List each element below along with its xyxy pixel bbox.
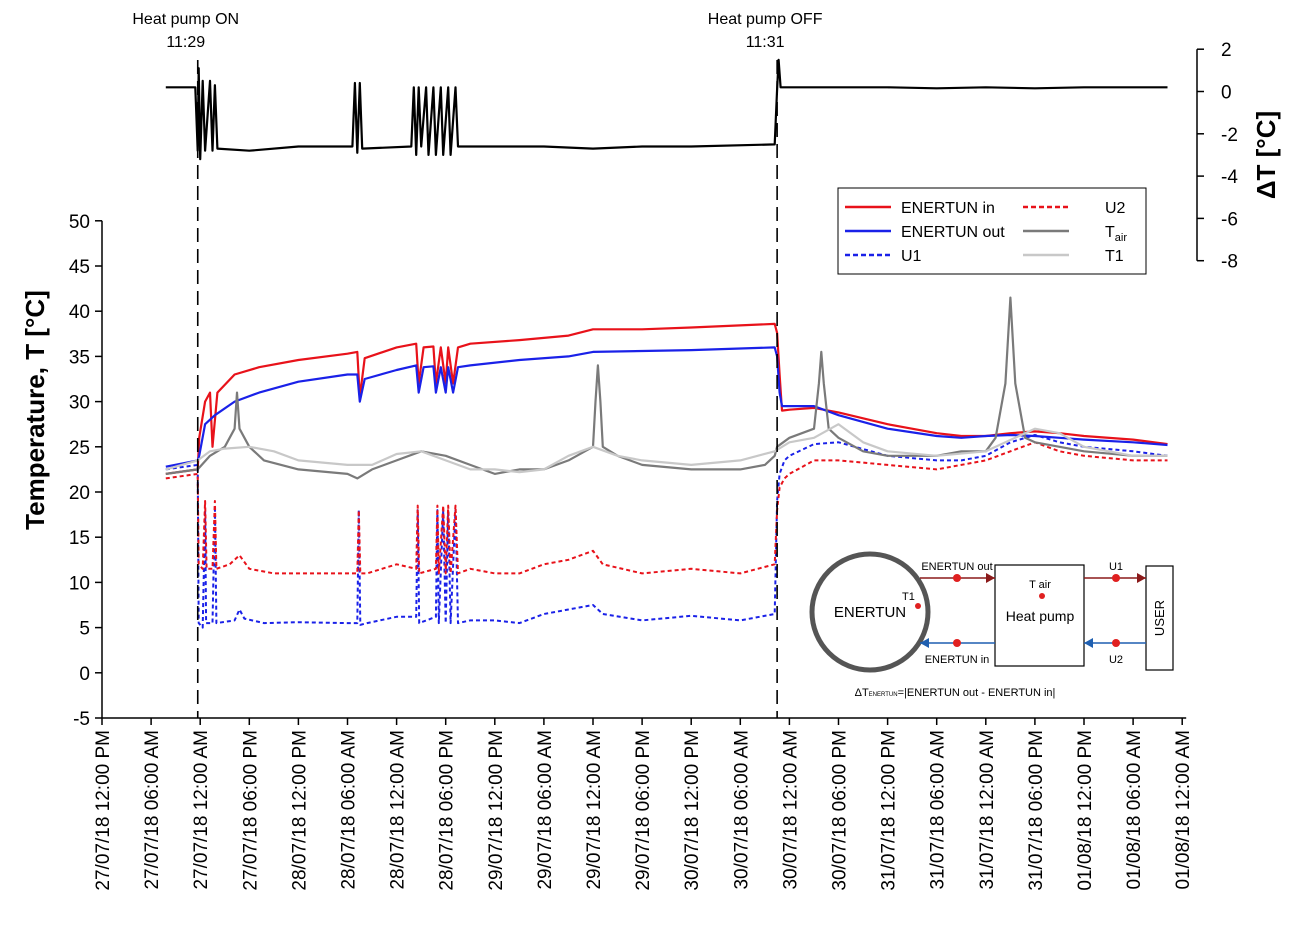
x-tick-label: 27/07/18 12:00 AM [191,730,212,890]
x-tick-label: 28/07/18 12:00 AM [388,730,409,890]
y2-tick-label: 0 [1221,83,1232,104]
x-tick-label: 31/07/18 06:00 PM [1026,730,1047,891]
x-tick-label: 29/07/18 06:00 PM [633,730,654,891]
y-tick-label: -5 [73,709,90,730]
y-tick-label: 10 [69,573,90,594]
y-tick-label: 15 [69,528,90,549]
x-tick-label: 01/08/18 12:00 AM [1173,730,1194,890]
x-tick-label: 30/07/18 06:00 PM [830,730,851,891]
legend-label: T1 [1105,248,1124,265]
heatpump-box [994,564,1085,667]
flow-arrow-u1-head [1137,573,1146,583]
legend-label: ENERTUN out [901,224,1005,241]
y-tick-label: 30 [69,393,90,414]
y-tick-label: 35 [69,347,90,368]
flow-arrow-in-head [920,638,929,648]
x-tick-label: 30/07/18 06:00 AM [731,730,752,890]
y-tick-label: 0 [79,664,90,685]
x-tick-label: 28/07/18 06:00 PM [437,730,458,891]
y2-axis-title: ΔT [°C] [1251,111,1281,199]
tunnel-label: ENERTUN [834,604,906,621]
y-tick-label: 40 [69,302,90,323]
flow-arrow-u2-head [1084,638,1093,648]
x-tick-label: 27/07/18 06:00 PM [240,730,261,891]
enertun-in-label: ENERTUN in [925,654,990,666]
series-group [165,58,1168,629]
y-tick-label: 25 [69,438,90,459]
legend: ENERTUN in ENERTUN out U1 U2 Tair T1 [837,187,1147,275]
flow-arrow-out-head [986,573,995,583]
series-line-tair [165,296,1168,480]
u1-label: U1 [1109,561,1123,573]
sensor-dot [953,639,961,647]
heatpump-label: Heat pump [1006,608,1075,624]
enertun-out-label: ENERTUN out [921,561,992,573]
event-time-label: 11:29 [166,34,205,51]
y2-tick-label: -6 [1221,209,1238,230]
series-line-enertun-in [165,322,1168,475]
legend-label: ENERTUN in [901,200,995,217]
y2-tick-label: -8 [1221,252,1238,273]
x-tick-label: 29/07/18 12:00 AM [584,730,605,890]
y-tick-label: 5 [79,619,90,640]
x-tick-label: 27/07/18 06:00 AM [142,730,163,890]
sensor-dot [1112,639,1120,647]
x-tick-label: 30/07/18 12:00 AM [780,730,801,890]
y-axis-title: Temperature, T [°C] [20,290,50,530]
sensor-dot [1112,574,1120,582]
x-tick-label: 31/07/18 12:00 AM [977,730,998,890]
x-tick-label: 27/07/18 12:00 PM [93,730,114,891]
event-time-label: 11:31 [746,34,785,51]
x-tick-label: 31/07/18 12:00 PM [879,730,900,891]
tair-label: T air [1029,579,1051,591]
x-tick-label: 31/07/18 06:00 AM [928,730,949,890]
t1-label: T1 [902,591,915,603]
tair-sensor-dot [1039,593,1045,599]
x-tick-label: 01/08/18 06:00 AM [1124,730,1145,890]
legend-label: U1 [901,248,922,265]
x-tick-label: 28/07/18 12:00 PM [289,730,310,891]
series-line-u2 [165,441,1168,575]
x-tick-label: 01/08/18 12:00 PM [1075,730,1096,891]
series-line-t1 [165,423,1168,474]
event-label: Heat pump OFF [708,11,823,28]
x-tick-label: 29/07/18 06:00 AM [535,730,556,890]
y2-tick-label: -4 [1221,167,1238,188]
sensor-dot [953,574,961,582]
y-tick-label: 20 [69,483,90,504]
y2-tick-label: -2 [1221,125,1238,146]
series-line-u1 [165,434,1168,629]
series-line-enertun-out [165,346,1168,468]
tunnel-circle [809,551,931,673]
u2-label: U2 [1109,654,1123,666]
legend-label: U2 [1105,200,1126,217]
x-tick-label: 30/07/18 12:00 PM [682,730,703,891]
x-tick-label: 29/07/18 12:00 PM [486,730,507,891]
t1-sensor-dot [915,603,921,609]
y-tick-label: 50 [69,212,90,233]
series-line--t [165,58,1168,161]
y2-tick-label: 2 [1221,40,1232,61]
x-tick-label: 28/07/18 06:00 AM [339,730,360,890]
user-label: USER [1152,600,1167,636]
y-tick-label: 45 [69,257,90,278]
legend-box [837,187,1147,275]
user-box [1145,565,1174,671]
legend-label: Tair [1105,224,1127,244]
delta-formula: ΔTENERTUN=|ENERTUN out - ENERTUN in| [855,687,1056,699]
annotations: Heat pump ON 11:29 Heat pump OFF 11:31 [132,11,823,718]
event-label: Heat pump ON [132,11,239,28]
